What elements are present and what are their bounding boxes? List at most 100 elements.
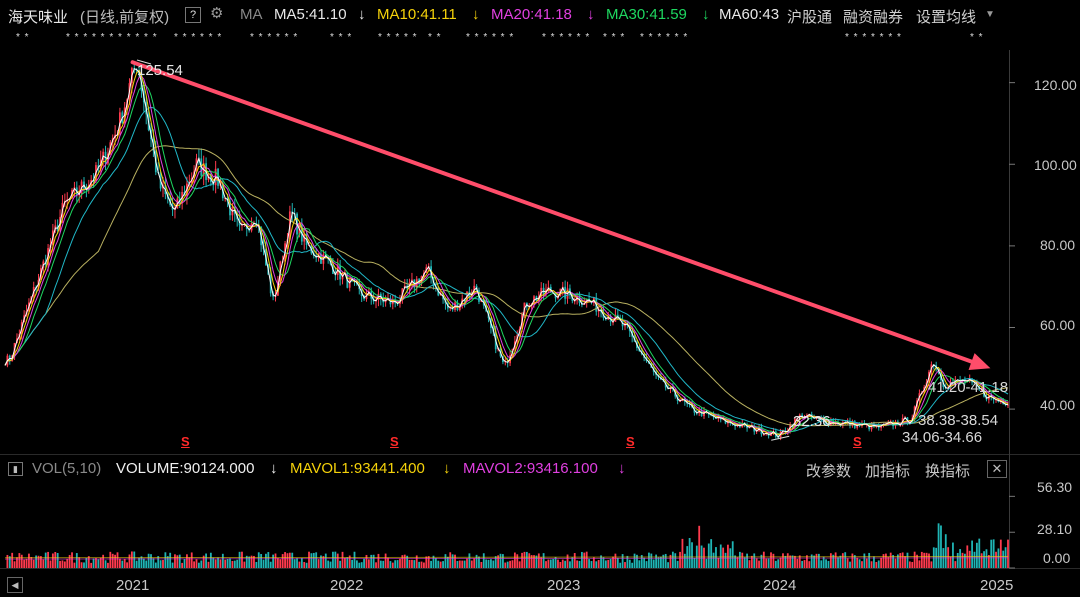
volume-bar (839, 555, 842, 568)
volume-bar (607, 559, 610, 568)
s-marker[interactable]: S (181, 434, 190, 449)
volume-bar (873, 556, 875, 568)
ma30-line (4, 84, 1009, 435)
volume-bar (798, 555, 801, 568)
volume-bar (310, 553, 313, 568)
volume-bar (224, 559, 227, 568)
volume-bar (954, 561, 957, 568)
volume-bar (949, 556, 952, 568)
volume-bar (51, 553, 54, 568)
low-price-label: 32.36 (793, 413, 831, 430)
gear-icon[interactable]: ⚙ (210, 5, 224, 22)
volume-bar (600, 555, 602, 568)
volume-bar (597, 559, 600, 568)
ticker-item: * * * (603, 32, 626, 43)
volume-bar (645, 561, 648, 568)
volume-bar (506, 561, 509, 568)
volume-bar (439, 561, 442, 568)
volume-bar (193, 561, 196, 568)
s-marker[interactable]: S (390, 434, 399, 449)
volume-bar (102, 554, 105, 568)
settings-ma-button[interactable]: 设置均线 (916, 9, 977, 26)
volume-bar (956, 552, 959, 568)
volume-bar (851, 553, 854, 568)
volume-bar (899, 553, 902, 568)
volume-bar (995, 551, 997, 568)
volume-bar (801, 560, 804, 568)
volume-bar (975, 542, 978, 568)
volume-bar (300, 558, 303, 568)
volume-bar (308, 551, 310, 568)
volume-bar (8, 556, 11, 568)
help-button[interactable]: ? (185, 7, 201, 23)
volume-bar (461, 560, 464, 568)
volume-bar (595, 561, 598, 568)
volume-bar (650, 553, 653, 568)
volume-bar (317, 559, 320, 568)
stock-name[interactable]: 海天味业 (8, 9, 69, 26)
range-label: 38.38-38.54 (918, 412, 999, 429)
volume-bar (604, 560, 607, 568)
volume-bar (233, 560, 236, 568)
volume-bar (30, 557, 33, 568)
volume-bar (923, 552, 926, 568)
close-icon[interactable]: ✕ (987, 460, 1007, 478)
volume-bar (918, 560, 921, 568)
hgt-link[interactable]: 沪股通 (787, 9, 833, 26)
volume-bar (806, 555, 808, 568)
volume-bar (18, 553, 21, 568)
volume-bar (174, 554, 176, 568)
volume-bar (537, 553, 540, 568)
volume-bar (736, 557, 739, 568)
volume-bar (581, 551, 583, 568)
volume-bar (983, 551, 985, 568)
vol-label[interactable]: VOL(5,10) (32, 460, 102, 477)
volume-bar (968, 550, 971, 568)
volume-bar (80, 562, 83, 568)
volume-bar (679, 551, 681, 568)
volume-bar (791, 555, 794, 568)
x-tick-label: 2022 (330, 577, 364, 594)
volume-bar (35, 555, 38, 568)
volume-bar (772, 553, 775, 568)
collapse-button[interactable]: ▮ (8, 462, 23, 476)
volume-bar (920, 551, 923, 568)
scroll-left-button[interactable]: ◀ (7, 577, 23, 593)
change-params-button[interactable]: 改参数 (806, 463, 852, 480)
volume-bar (557, 559, 559, 568)
volume-bar (401, 555, 404, 568)
volume-bar (413, 560, 416, 568)
volume-bar (521, 552, 523, 568)
add-indicator-button[interactable]: 加指标 (865, 463, 911, 480)
period-label[interactable]: (日线,前复权) (80, 9, 170, 26)
volume-bar (738, 551, 741, 568)
volume-bar (245, 555, 248, 568)
x-tick-label: 2024 (763, 577, 797, 594)
volume-bar (186, 554, 188, 568)
s-marker[interactable]: S (626, 434, 635, 449)
volume-bar (753, 553, 756, 568)
volume-bar (588, 559, 590, 568)
caret-down-icon[interactable]: ▼ (985, 9, 995, 20)
volume-bar (719, 544, 722, 568)
volume-bar (255, 561, 258, 568)
volume-bar (755, 558, 758, 568)
s-marker[interactable]: S (853, 434, 862, 449)
volume-bar (99, 557, 102, 568)
volume-bar (229, 558, 231, 568)
volume-bar (312, 552, 315, 568)
volume-bar (803, 560, 806, 568)
volume-bar (542, 553, 545, 568)
volume-bar (111, 553, 114, 568)
switch-indicator-button[interactable]: 换指标 (925, 463, 971, 480)
volume-bar (420, 561, 423, 568)
volume-bar (415, 555, 418, 568)
volume-bar (269, 561, 272, 568)
volume-bar (794, 555, 796, 568)
volume-bar (183, 559, 186, 568)
volume-bar (492, 560, 495, 568)
margin-link[interactable]: 融资融券 (843, 9, 904, 26)
volume-bar (66, 558, 69, 568)
volume-bar (284, 552, 286, 568)
